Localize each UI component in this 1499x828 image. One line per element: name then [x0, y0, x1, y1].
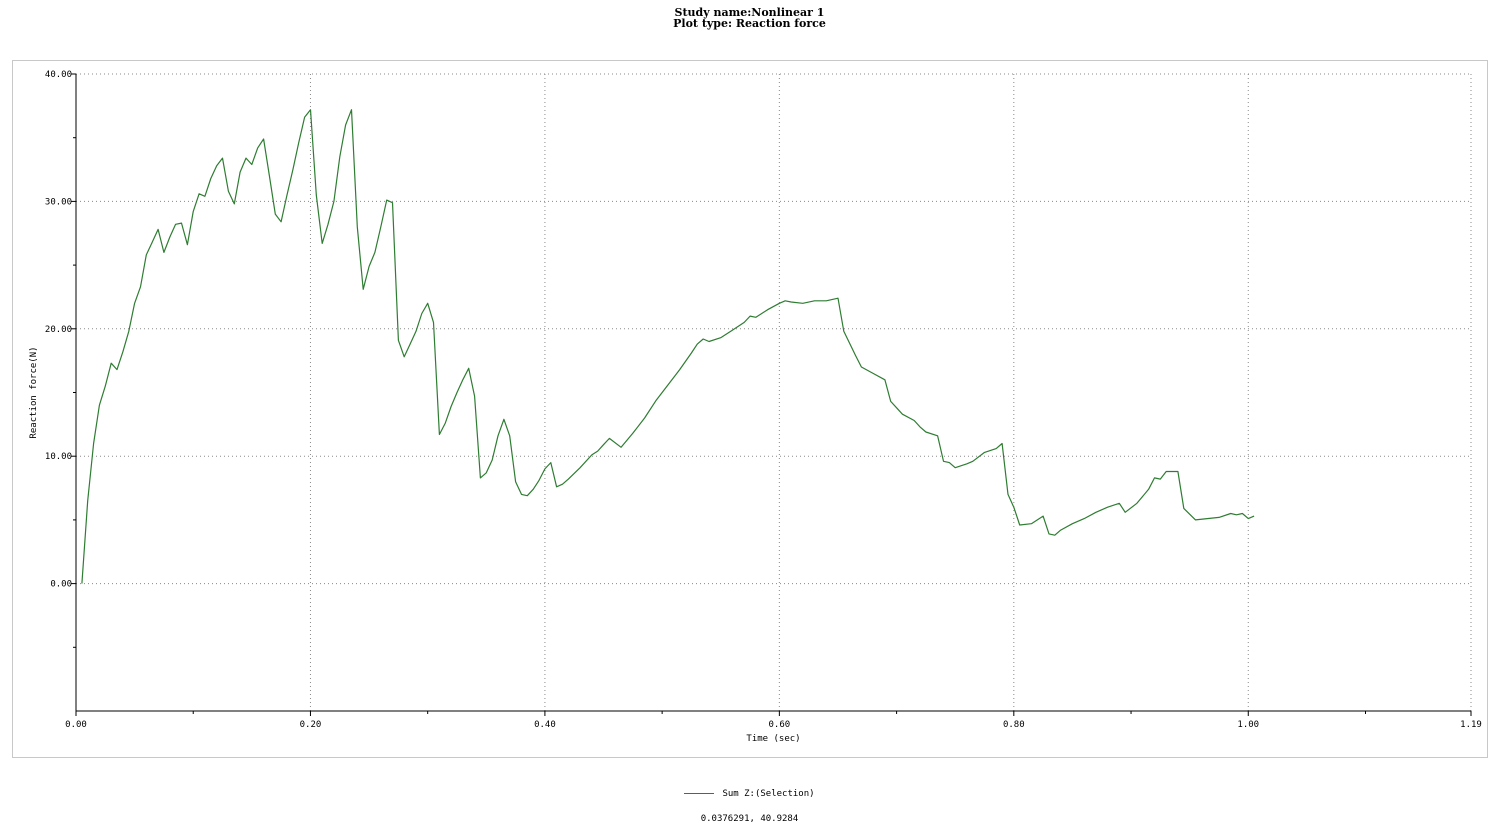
legend-swatch [684, 793, 715, 794]
legend: Sum Z:(Selection) [0, 789, 1499, 799]
legend-label: Sum Z:(Selection) [722, 789, 815, 799]
y-tick-label: 30.00 [45, 197, 72, 207]
x-tick-label: 0.60 [769, 720, 791, 730]
x-tick-label: 0.00 [65, 720, 87, 730]
x-tick-label: 0.80 [1003, 720, 1025, 730]
x-axis-label: Time (sec) [746, 734, 800, 744]
plot-frame [12, 60, 1488, 758]
chart-title: Study name:Nonlinear 1 [674, 6, 825, 19]
chart-area[interactable]: 0.00 0.20 0.40 0.60 0.80 1.00 1.19 0.00 10.00 20.… [0, 0, 1499, 760]
y-tick-label: 40.00 [45, 70, 72, 80]
x-tick-label: 0.40 [534, 720, 556, 730]
x-tick-label: 0.20 [300, 720, 322, 730]
x-tick-label: 1.19 [1460, 720, 1482, 730]
chart-subtitle: Plot type: Reaction force [673, 17, 826, 30]
x-tick-label: 1.00 [1237, 720, 1259, 730]
coordinate-readout: 0.0376291, 40.9284 [700, 814, 799, 824]
y-tick-label: 20.00 [45, 325, 72, 335]
y-axis-label: Reaction force(N) [29, 346, 39, 438]
series-line-0 [81, 109, 1255, 584]
y-tick-label: 0.00 [50, 580, 72, 590]
y-tick-label: 10.00 [45, 452, 72, 462]
